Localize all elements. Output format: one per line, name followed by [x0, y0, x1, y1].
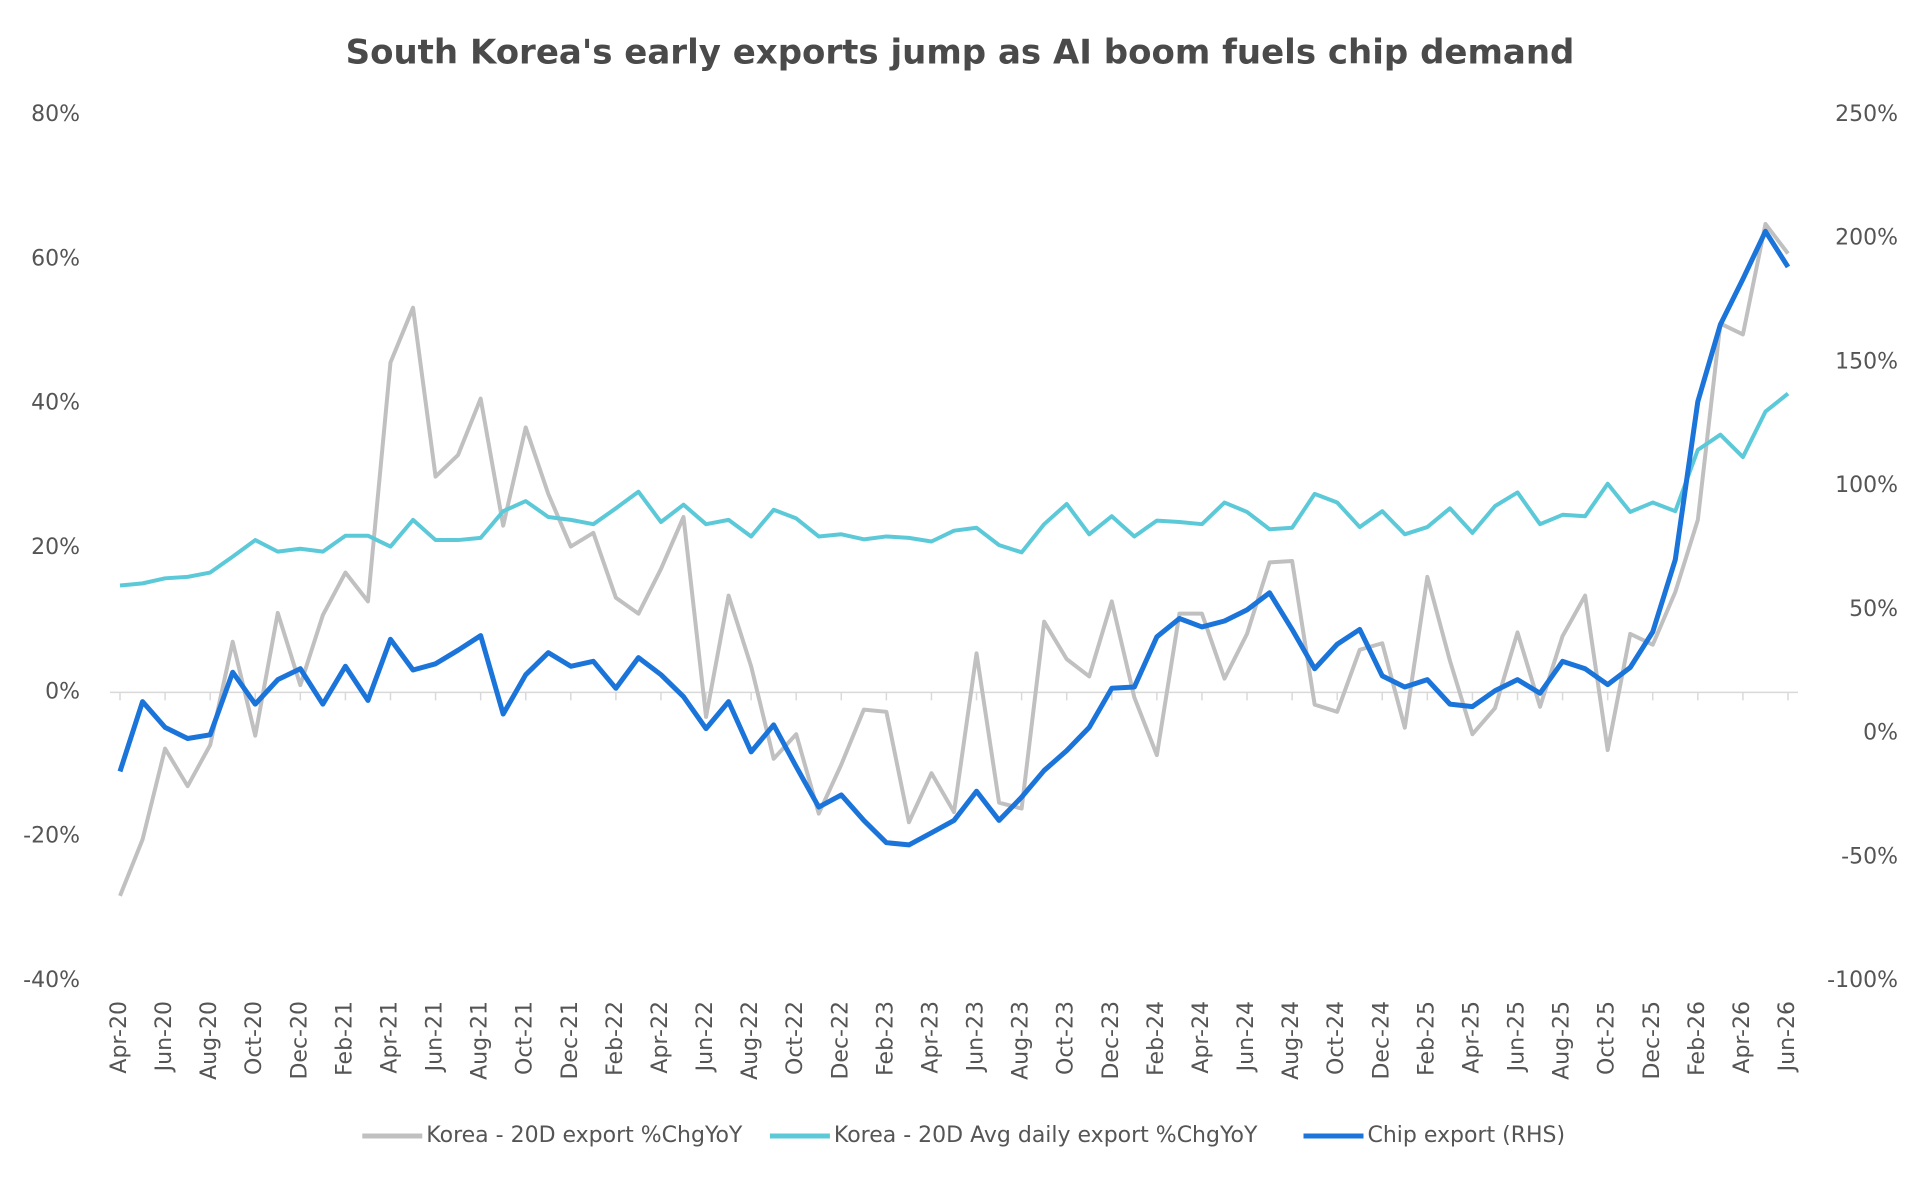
x-tick-label: Jun-20	[152, 1001, 177, 1073]
x-tick-label: Dec-22	[828, 1001, 853, 1080]
x-tick-label: Oct-21	[513, 1001, 538, 1075]
y2-tick-label: 50%	[1849, 597, 1898, 622]
x-tick-label: Apr-24	[1189, 1001, 1214, 1074]
x-tick-label: Apr-22	[648, 1001, 673, 1074]
y2-tick-label: -50%	[1841, 844, 1898, 869]
x-tick-label: Feb-22	[603, 1001, 628, 1076]
x-tick-label: Feb-24	[1144, 1001, 1169, 1076]
x-tick-label: Oct-23	[1054, 1001, 1079, 1075]
legend-label: Korea - 20D export %ChgYoY	[426, 1123, 743, 1148]
x-tick-label: Oct-20	[242, 1001, 267, 1075]
y-tick-label: 80%	[31, 102, 80, 127]
x-tick-label: Oct-25	[1595, 1001, 1620, 1075]
y2-tick-label: 0%	[1863, 721, 1898, 746]
x-tick-label: Apr-26	[1730, 1001, 1755, 1074]
x-tick-label: Apr-25	[1459, 1001, 1484, 1074]
series-line	[118, 221, 1790, 897]
x-tick-label: Apr-20	[107, 1001, 132, 1074]
y-tick-label: 40%	[31, 391, 80, 416]
x-tick-label: Aug-23	[1009, 1001, 1034, 1080]
x-tick-label: Jun-21	[423, 1001, 448, 1073]
y-tick-label: -20%	[23, 824, 80, 849]
series-line	[117, 228, 1791, 848]
legend-item: Korea - 20D export %ChgYoY	[362, 1123, 743, 1148]
y2-tick-label: 150%	[1835, 349, 1898, 374]
y2-tick-label: 250%	[1835, 102, 1898, 127]
x-tick-label: Apr-23	[918, 1001, 943, 1074]
series-line	[119, 392, 1790, 588]
legend-label: Korea - 20D Avg daily export %ChgYoY	[834, 1123, 1258, 1148]
x-tick-label: Jun-26	[1775, 1001, 1800, 1073]
y2-tick-label: 100%	[1835, 473, 1898, 498]
y-tick-label: 0%	[45, 679, 80, 704]
x-tick-label: Feb-21	[332, 1001, 357, 1076]
x-tick-label: Feb-25	[1414, 1001, 1439, 1076]
x-tick-label: Feb-26	[1685, 1001, 1710, 1076]
x-tick-label: Dec-24	[1369, 1001, 1394, 1080]
legend-label: Chip export (RHS)	[1368, 1123, 1566, 1148]
x-tick-label: Aug-24	[1279, 1001, 1304, 1080]
y-tick-label: 20%	[31, 535, 80, 560]
x-tick-label: Jun-23	[964, 1001, 989, 1073]
x-tick-label: Aug-22	[738, 1001, 763, 1080]
x-tick-label: Feb-23	[873, 1001, 898, 1076]
y-tick-label: 60%	[31, 246, 80, 271]
x-tick-label: Aug-20	[197, 1001, 222, 1080]
y-tick-label: -40%	[23, 968, 80, 993]
x-tick-label: Aug-21	[468, 1001, 493, 1080]
x-tick-label: Jun-22	[693, 1001, 718, 1073]
x-tick-label: Jun-25	[1505, 1001, 1530, 1073]
x-tick-label: Aug-25	[1550, 1001, 1575, 1080]
x-tick-label: Jun-24	[1234, 1001, 1259, 1073]
x-tick-label: Dec-23	[1099, 1001, 1124, 1080]
legend-item: Korea - 20D Avg daily export %ChgYoY	[769, 1123, 1258, 1148]
x-tick-label: Oct-22	[783, 1001, 808, 1075]
legend-item: Chip export (RHS)	[1303, 1123, 1566, 1148]
x-tick-label: Dec-25	[1640, 1001, 1665, 1080]
x-tick-label: Dec-21	[558, 1001, 583, 1080]
y2-tick-label: -100%	[1827, 968, 1898, 993]
chart-title: South Korea's early exports jump as AI b…	[346, 33, 1575, 73]
x-tick-label: Dec-20	[287, 1001, 312, 1080]
x-tick-label: Apr-21	[377, 1001, 402, 1074]
y2-tick-label: 200%	[1835, 226, 1898, 251]
x-tick-label: Oct-24	[1324, 1001, 1349, 1075]
